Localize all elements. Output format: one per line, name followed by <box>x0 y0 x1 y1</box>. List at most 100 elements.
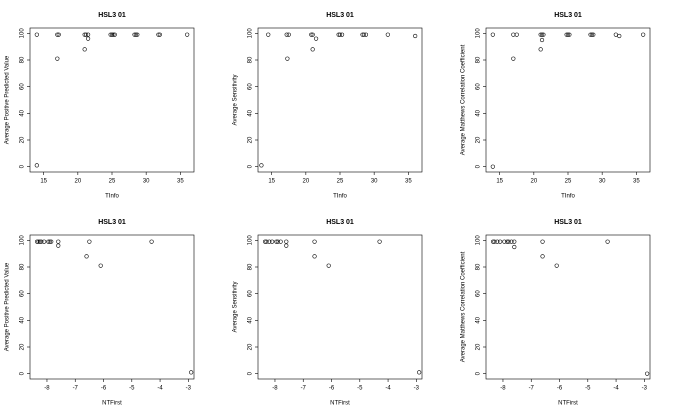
point <box>156 32 161 37</box>
point <box>326 263 331 268</box>
point <box>617 33 622 39</box>
y-axis-label: Average Positive Predicted Value <box>5 262 11 351</box>
point <box>514 32 519 37</box>
x-tick-label: 20 <box>302 179 309 185</box>
plot-box <box>257 27 423 173</box>
x-tick-label: 35 <box>405 179 412 185</box>
x-tick-label: -4 <box>613 386 619 392</box>
y-tick-label: 20 <box>20 136 26 143</box>
point <box>56 239 61 244</box>
point <box>512 244 517 250</box>
x-tick-label: -6 <box>557 386 563 392</box>
point <box>55 56 60 61</box>
y-tick-label: 40 <box>248 316 254 323</box>
y-tick-label: 100 <box>476 235 482 246</box>
chart-title: HSL3 01 <box>98 12 126 19</box>
x-tick-label: -7 <box>301 386 307 392</box>
point <box>565 32 571 37</box>
x-axis-label: NTFirst <box>330 401 350 407</box>
y-tick-label: 60 <box>248 290 254 297</box>
chart-title: HSL3 01 <box>326 12 354 19</box>
point <box>539 37 545 43</box>
point <box>363 32 369 37</box>
point <box>82 47 87 52</box>
point <box>645 371 650 376</box>
point <box>262 239 268 244</box>
x-tick-label: -3 <box>642 386 648 392</box>
point <box>490 239 496 244</box>
x-tick-label: -6 <box>101 386 107 392</box>
point <box>42 239 47 244</box>
point <box>490 32 495 37</box>
x-tick-label: 30 <box>143 179 150 185</box>
point <box>554 263 559 268</box>
point <box>135 32 140 37</box>
point <box>605 239 610 244</box>
point <box>538 32 543 37</box>
x-axis-label: NTFirst <box>558 401 578 407</box>
point <box>267 239 272 244</box>
x-tick-label: 25 <box>565 179 572 185</box>
y-tick-label: 60 <box>20 83 26 90</box>
point <box>284 243 289 248</box>
point <box>309 32 314 37</box>
point <box>264 239 269 244</box>
x-tick-label: 15 <box>268 179 275 185</box>
point <box>284 239 289 244</box>
x-axis-label: TInfo <box>333 194 347 200</box>
point <box>111 32 116 37</box>
point <box>339 32 345 37</box>
y-tick-label: 0 <box>248 164 254 168</box>
point <box>540 239 545 244</box>
point <box>84 254 89 259</box>
point <box>312 239 317 244</box>
x-tick-label: 20 <box>74 179 81 185</box>
y-tick-label: 100 <box>248 28 254 39</box>
point <box>588 32 593 37</box>
y-tick-label: 80 <box>476 263 482 270</box>
chart-title: HSL3 01 <box>554 12 582 19</box>
x-axis-label: NTFirst <box>102 401 122 407</box>
plot-box <box>257 234 423 380</box>
point <box>34 163 39 168</box>
y-tick-label: 60 <box>248 83 254 90</box>
chart-title: HSL3 01 <box>98 219 126 226</box>
point <box>132 32 137 37</box>
y-tick-label: 0 <box>248 371 254 375</box>
point <box>274 239 279 244</box>
x-tick-label: 30 <box>599 179 606 185</box>
y-axis-label: Average Matthews Correlation Coefficient <box>461 44 467 155</box>
point <box>613 32 618 37</box>
y-tick-label: 60 <box>476 290 482 297</box>
x-tick-label: -6 <box>329 386 335 392</box>
point <box>286 32 291 37</box>
point <box>417 370 422 375</box>
point <box>259 163 264 168</box>
panel: HSL3 01 NTFirst Average Matthews Correlati… <box>461 219 651 407</box>
x-tick-label: 15 <box>496 179 503 185</box>
y-tick-label: 100 <box>248 235 254 246</box>
y-axis-label: Average Positive Predicted Value <box>5 55 11 144</box>
point <box>85 36 91 41</box>
y-tick-label: 80 <box>20 56 26 63</box>
point <box>36 239 41 244</box>
y-tick-label: 40 <box>20 316 26 323</box>
y-tick-label: 0 <box>476 164 482 168</box>
point <box>284 32 289 37</box>
chart-title: HSL3 01 <box>326 219 354 226</box>
point <box>310 47 315 52</box>
y-tick-label: 0 <box>20 371 26 375</box>
point <box>505 239 510 244</box>
point <box>413 33 418 39</box>
point <box>377 239 382 244</box>
point <box>589 32 595 37</box>
x-tick-label: -5 <box>357 386 363 392</box>
y-tick-label: 20 <box>248 136 254 143</box>
point <box>539 32 545 37</box>
point <box>85 32 91 37</box>
x-tick-label: 25 <box>337 179 344 185</box>
y-axis-label: Average Sensitivity <box>233 282 239 333</box>
y-axis-label: Average Sensitivity <box>233 75 239 126</box>
y-tick-label: 40 <box>20 109 26 116</box>
